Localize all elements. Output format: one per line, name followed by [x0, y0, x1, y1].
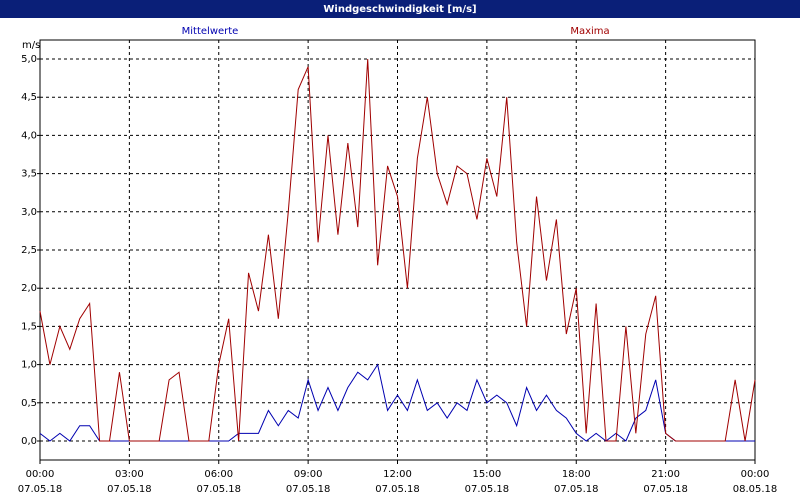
x-tick-date: 07.05.18 — [18, 484, 63, 495]
y-tick-label: 3,0 — [21, 207, 37, 218]
y-unit: m/s — [22, 40, 40, 51]
x-tick-date: 07.05.18 — [286, 484, 331, 495]
x-tick-date: 07.05.18 — [375, 484, 420, 495]
y-tick-label: 4,5 — [21, 92, 37, 103]
x-tick-date: 08.05.18 — [733, 484, 778, 495]
legend-label: Maxima — [570, 26, 609, 37]
y-tick-label: 1,0 — [21, 360, 37, 371]
x-tick-date: 07.05.18 — [554, 484, 599, 495]
x-tick-label: 09:00 — [294, 469, 323, 480]
legend-label: Mittelwerte — [182, 26, 239, 37]
x-tick-label: 18:00 — [562, 469, 591, 480]
data-line — [39, 58, 756, 442]
y-tick-label: 5,0 — [21, 54, 37, 65]
x-tick-label: 15:00 — [472, 469, 501, 480]
x-tick-date: 07.05.18 — [107, 484, 152, 495]
y-tick-label: 2,0 — [21, 283, 37, 294]
x-tick-date: 07.05.18 — [196, 484, 241, 495]
x-tick-label: 00:00 — [741, 469, 770, 480]
y-tick-label: 1,5 — [21, 321, 37, 332]
x-tick-date: 07.05.18 — [465, 484, 510, 495]
y-tick-label: 0,5 — [21, 398, 37, 409]
y-tick-label: 2,5 — [21, 245, 37, 256]
title-bar — [0, 0, 800, 18]
x-tick-label: 21:00 — [651, 469, 680, 480]
x-tick-date: 07.05.18 — [643, 484, 688, 495]
x-tick-label: 12:00 — [383, 469, 412, 480]
chart-title: Windgeschwindigkeit [m/s] — [323, 4, 476, 15]
x-tick-label: 00:00 — [26, 469, 55, 480]
y-tick-label: 4,0 — [21, 130, 37, 141]
x-tick-label: 06:00 — [204, 469, 233, 480]
x-tick-label: 03:00 — [115, 469, 144, 480]
y-tick-label: 3,5 — [21, 169, 37, 180]
y-tick-label: 0,0 — [21, 436, 37, 447]
